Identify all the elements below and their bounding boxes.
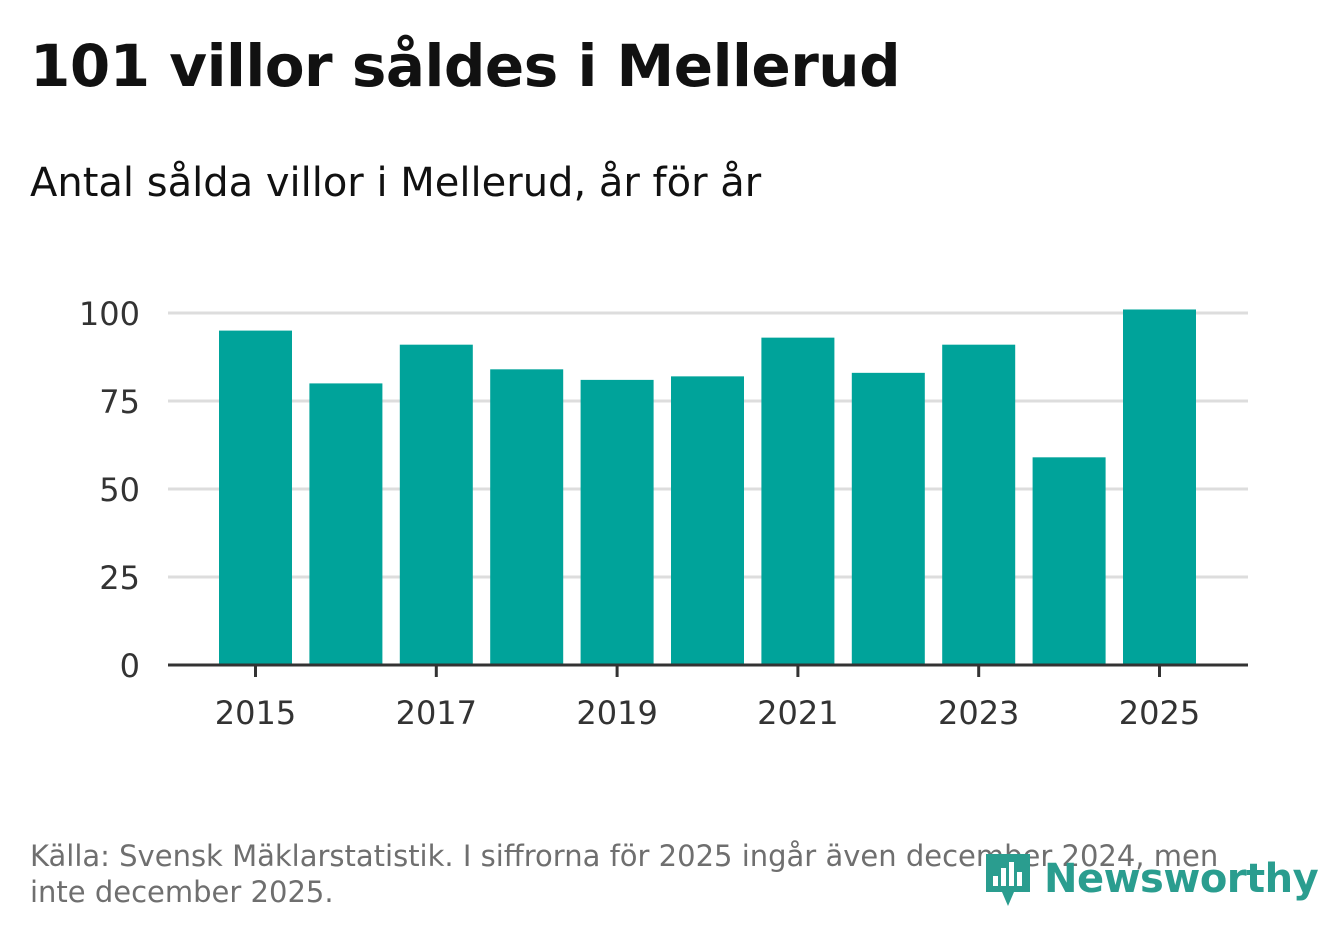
y-tick-label: 50 <box>99 471 140 509</box>
bar-2020 <box>671 376 744 665</box>
x-tick-label: 2017 <box>396 694 477 732</box>
y-tick-label: 25 <box>99 559 140 597</box>
x-tick-label: 2019 <box>576 694 657 732</box>
newsworthy-logo: Newsworthy <box>982 848 1319 910</box>
bar-2017 <box>399 344 473 665</box>
bar-2019 <box>580 379 654 665</box>
x-tick-label: 2021 <box>757 694 838 732</box>
x-tick-label: 2023 <box>938 694 1019 732</box>
x-tick-label: 2015 <box>215 694 296 732</box>
bar-2024 <box>1032 457 1106 665</box>
bar-2025 <box>1123 309 1196 665</box>
newsworthy-bar-icon <box>986 854 1030 906</box>
y-tick-label: 75 <box>99 383 140 421</box>
chart-subtitle: Antal sålda villor i Mellerud, år för år <box>30 160 762 206</box>
chart-title: 101 villor såldes i Mellerud <box>30 32 901 100</box>
y-tick-label: 0 <box>120 647 140 685</box>
bar-2015 <box>219 330 292 665</box>
bar-2022 <box>851 372 925 665</box>
bar-2021 <box>761 337 835 665</box>
x-tick-label: 2025 <box>1119 694 1200 732</box>
bar-2023 <box>942 344 1016 665</box>
bar-2016 <box>309 383 383 665</box>
bar-2018 <box>490 369 564 665</box>
logo-text: Newsworthy <box>1044 856 1319 902</box>
x-axis-ticks: 2015 2017 2019 2021 2023 2025 <box>215 665 1200 732</box>
bars <box>219 309 1196 665</box>
y-axis-ticks: 0 25 50 75 100 <box>79 295 140 685</box>
y-tick-label: 100 <box>79 295 140 333</box>
bar-chart: 0 25 50 75 100 2015 2017 2019 2021 2023 2025 <box>79 295 1248 732</box>
